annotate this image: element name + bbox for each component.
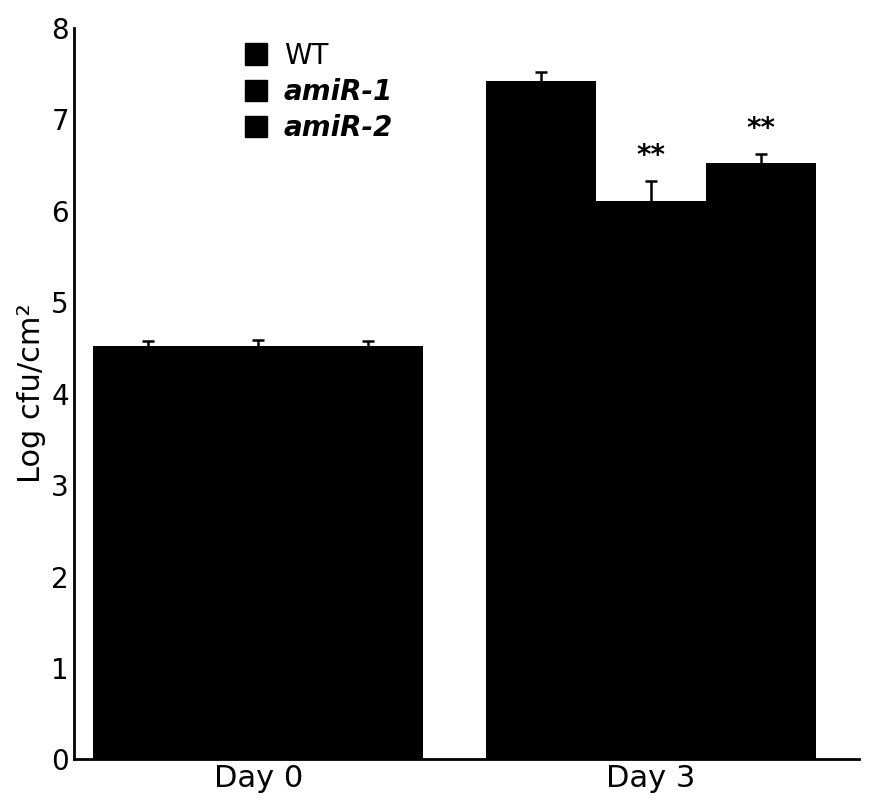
Text: **: ** [637, 143, 666, 170]
Bar [203, 346, 314, 760]
Bar [706, 163, 816, 760]
Bar [94, 346, 203, 760]
Bar [597, 202, 706, 760]
Bar [486, 81, 597, 760]
Legend: WT, amiR-1, amiR-2: WT, amiR-1, amiR-2 [244, 41, 393, 143]
Y-axis label: Log cfu/cm²: Log cfu/cm² [17, 304, 46, 484]
Text: **: ** [746, 115, 775, 143]
Bar [314, 346, 423, 760]
